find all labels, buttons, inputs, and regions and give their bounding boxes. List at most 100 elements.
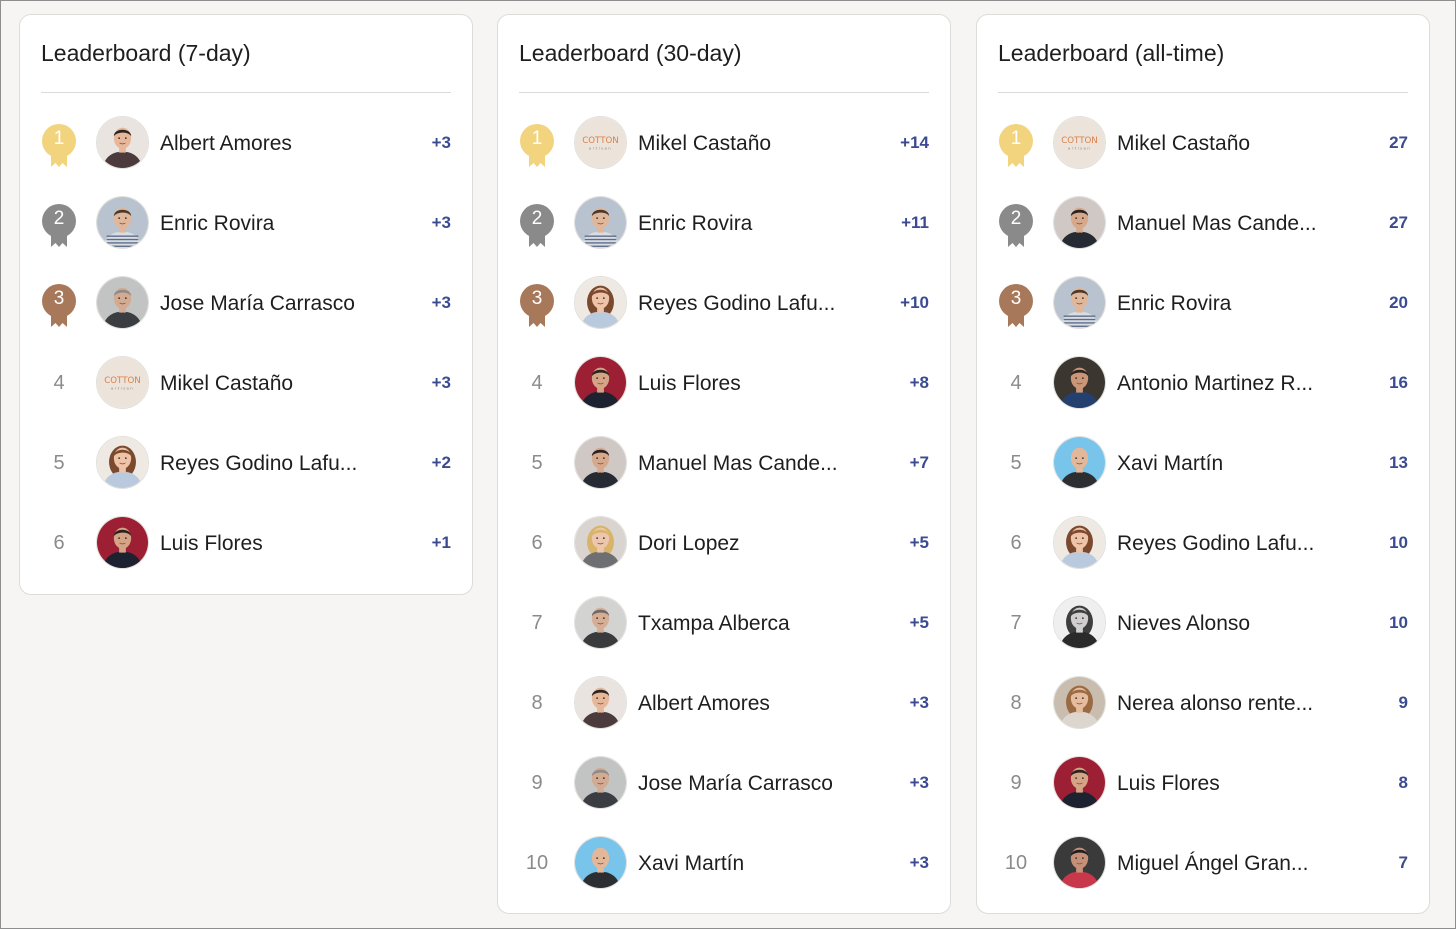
member-name[interactable]: Mikel Castaño: [160, 372, 294, 395]
avatar[interactable]: [574, 676, 627, 729]
avatar[interactable]: [574, 516, 627, 569]
leaderboard-row[interactable]: 3 Reyes Godino Lafu... +10: [498, 263, 950, 343]
member-name[interactable]: Albert Amores: [160, 132, 292, 155]
member-name[interactable]: Reyes Godino Lafu...: [160, 452, 358, 475]
avatar[interactable]: [574, 276, 627, 329]
leaderboard-row[interactable]: 1 Albert Amores +3: [20, 103, 472, 183]
avatar[interactable]: [574, 836, 627, 889]
member-name[interactable]: Antonio Martinez R...: [1117, 372, 1314, 395]
member-name[interactable]: Dori Lopez: [638, 532, 740, 555]
leaderboard-row[interactable]: 6 Luis Flores +1: [20, 503, 472, 583]
avatar[interactable]: [96, 436, 149, 489]
rank-cell: 5: [38, 442, 80, 484]
leaderboard-row[interactable]: 2 Manuel Mas Cande... 27: [977, 183, 1429, 263]
rank-number: 1: [53, 128, 65, 149]
avatar[interactable]: [1053, 676, 1106, 729]
card-title: Leaderboard (30-day): [519, 40, 742, 66]
rank-number: 6: [531, 531, 543, 554]
rank-number: 3: [1010, 288, 1022, 309]
score-value: 10: [1389, 613, 1408, 632]
leaderboard-row[interactable]: 1 COTTON artisan Mikel Castaño 27: [977, 103, 1429, 183]
score-value: +14: [900, 133, 929, 152]
avatar[interactable]: [1053, 276, 1106, 329]
rank-number: 9: [531, 771, 543, 794]
leaderboard-row[interactable]: 5 Reyes Godino Lafu... +2: [20, 423, 472, 503]
leaderboard-row[interactable]: 6 Reyes Godino Lafu... 10: [977, 503, 1429, 583]
member-name[interactable]: Enric Rovira: [160, 212, 275, 235]
leaderboard-row[interactable]: 10 Miguel Ángel Gran... 7: [977, 823, 1429, 903]
leaderboard-row[interactable]: 4 Antonio Martinez R... 16: [977, 343, 1429, 423]
rank-medal-icon: 2: [38, 202, 80, 247]
avatar[interactable]: [96, 196, 149, 249]
avatar[interactable]: [574, 196, 627, 249]
leaderboard-row[interactable]: 7 Nieves Alonso 10: [977, 583, 1429, 663]
leaderboard-row[interactable]: 7 Txampa Alberca +5: [498, 583, 950, 663]
avatar[interactable]: COTTON artisan: [1053, 116, 1106, 169]
member-name[interactable]: Xavi Martín: [1117, 452, 1224, 475]
member-name[interactable]: Nieves Alonso: [1117, 612, 1251, 635]
leaderboard-row[interactable]: 4 Luis Flores +8: [498, 343, 950, 423]
leaderboard-list: 1 Albert Amores +3 2 Enric Rovira +3 3 Jose Mar…: [20, 103, 472, 583]
avatar[interactable]: [1053, 436, 1106, 489]
avatar[interactable]: [1053, 196, 1106, 249]
avatar[interactable]: [574, 756, 627, 809]
rank-cell: 10: [995, 842, 1037, 884]
score-value: +7: [909, 453, 929, 472]
avatar[interactable]: [574, 596, 627, 649]
leaderboard-row[interactable]: 2 Enric Rovira +11: [498, 183, 950, 263]
member-name[interactable]: Manuel Mas Cande...: [1117, 212, 1317, 235]
leaderboard-row[interactable]: 9 Jose María Carrasco +3: [498, 743, 950, 823]
divider: [998, 92, 1408, 93]
avatar[interactable]: COTTON artisan: [574, 116, 627, 169]
avatar[interactable]: [96, 276, 149, 329]
avatar[interactable]: [1053, 836, 1106, 889]
avatar[interactable]: [574, 356, 627, 409]
member-name[interactable]: Reyes Godino Lafu...: [1117, 532, 1315, 555]
member-name[interactable]: Mikel Castaño: [1117, 132, 1251, 155]
rank-number: 8: [1010, 691, 1022, 714]
leaderboard-row[interactable]: 10 Xavi Martín +3: [498, 823, 950, 903]
member-name[interactable]: Albert Amores: [638, 692, 770, 715]
score-value: +3: [431, 293, 451, 312]
member-name[interactable]: Manuel Mas Cande...: [638, 452, 838, 475]
leaderboard-row[interactable]: 2 Enric Rovira +3: [20, 183, 472, 263]
leaderboard-row[interactable]: 5 Xavi Martín 13: [977, 423, 1429, 503]
member-name[interactable]: Txampa Alberca: [638, 612, 790, 635]
member-name[interactable]: Xavi Martín: [638, 852, 745, 875]
member-name[interactable]: Nerea alonso rente...: [1117, 692, 1314, 715]
leaderboard-row[interactable]: 5 Manuel Mas Cande... +7: [498, 423, 950, 503]
score-value: +3: [431, 133, 451, 152]
rank-number: 4: [531, 371, 543, 394]
leaderboard-row[interactable]: 8 Nerea alonso rente... 9: [977, 663, 1429, 743]
member-name[interactable]: Luis Flores: [638, 372, 741, 395]
member-name[interactable]: Jose María Carrasco: [638, 772, 833, 795]
avatar[interactable]: COTTON artisan: [96, 356, 149, 409]
member-name[interactable]: Mikel Castaño: [638, 132, 772, 155]
leaderboard-row[interactable]: 1 COTTON artisan Mikel Castaño +14: [498, 103, 950, 183]
leaderboard-row[interactable]: 8 Albert Amores +3: [498, 663, 950, 743]
score-value: 7: [1398, 853, 1408, 872]
avatar[interactable]: [96, 516, 149, 569]
avatar[interactable]: [574, 436, 627, 489]
svg-text:COTTON: COTTON: [582, 136, 619, 146]
avatar[interactable]: [1053, 516, 1106, 569]
member-name[interactable]: Jose María Carrasco: [160, 292, 355, 315]
avatar[interactable]: [1053, 596, 1106, 649]
score-value: +3: [909, 853, 929, 872]
member-name[interactable]: Miguel Ángel Gran...: [1117, 852, 1309, 875]
leaderboard-row[interactable]: 6 Dori Lopez +5: [498, 503, 950, 583]
leaderboard-row[interactable]: 3 Jose María Carrasco +3: [20, 263, 472, 343]
member-name[interactable]: Luis Flores: [160, 532, 263, 555]
member-name[interactable]: Luis Flores: [1117, 772, 1220, 795]
member-name[interactable]: Enric Rovira: [1117, 292, 1232, 315]
rank-number: 6: [1010, 531, 1022, 554]
avatar[interactable]: [96, 116, 149, 169]
avatar[interactable]: [1053, 356, 1106, 409]
leaderboard-row[interactable]: 3 Enric Rovira 20: [977, 263, 1429, 343]
member-name[interactable]: Enric Rovira: [638, 212, 753, 235]
score-value: +3: [431, 213, 451, 232]
member-name[interactable]: Reyes Godino Lafu...: [638, 292, 836, 315]
leaderboard-row[interactable]: 9 Luis Flores 8: [977, 743, 1429, 823]
leaderboard-row[interactable]: 4 COTTON artisan Mikel Castaño +3: [20, 343, 472, 423]
avatar[interactable]: [1053, 756, 1106, 809]
